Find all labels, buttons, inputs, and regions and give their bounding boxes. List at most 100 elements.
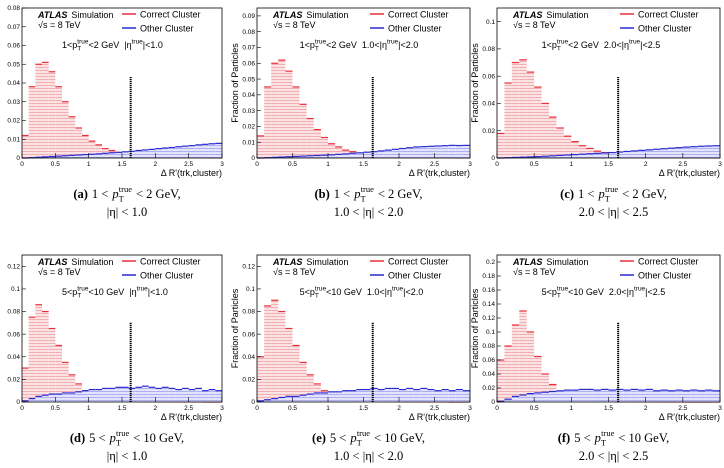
histogram-bar <box>82 390 89 402</box>
histogram-bar <box>285 328 293 402</box>
histogram-bar <box>208 143 216 158</box>
x-tick-label: 1.5 <box>359 161 368 168</box>
caption-text: < 10 GeV, <box>618 431 669 445</box>
cut-pt: 1<p <box>542 40 557 50</box>
caption-label: (f) <box>558 431 571 445</box>
legend-label: Correct Cluster <box>638 257 699 267</box>
histogram-bar <box>462 390 470 402</box>
histogram-bar <box>292 156 300 158</box>
histogram-bar <box>299 362 307 402</box>
histogram-bar <box>75 155 82 158</box>
histogram-bar <box>608 152 616 158</box>
status: Simulation <box>546 10 588 20</box>
histogram-bar <box>615 152 624 158</box>
x-axis-label: Δ R'(trk,cluster) <box>659 412 720 422</box>
y-tick-label: 0.06 <box>242 331 255 338</box>
histogram-bar <box>519 395 527 402</box>
histogram-bar <box>593 153 602 158</box>
caption-text: < 2 GeV, <box>622 187 667 201</box>
cut-eta: 2.0<|η <box>609 287 634 297</box>
y-tick-label: 0.08 <box>7 5 20 12</box>
histogram-bar <box>306 118 314 158</box>
histogram-bar <box>363 389 371 402</box>
x-tick-label: 3 <box>468 405 472 412</box>
status: Simulation <box>546 257 588 267</box>
cut-eta: |<1.0 <box>143 40 163 50</box>
histogram-bar <box>142 386 149 402</box>
caption-text: 1 < <box>578 187 594 201</box>
histogram-bar <box>712 390 720 402</box>
histogram-bar <box>168 388 176 402</box>
x-axis-label: Δ R'(trk,cluster) <box>409 412 470 422</box>
histogram-bar <box>399 389 407 402</box>
caption-line2: 2.0 < |η| < 2.5 <box>579 205 648 219</box>
energy-label: √s = 8 TeV <box>38 267 81 277</box>
x-tick-label: 1 <box>570 161 574 168</box>
histogram-bar <box>292 396 300 402</box>
histogram-bar <box>377 389 385 402</box>
y-tick-label: 0.08 <box>482 343 495 350</box>
experiment: ATLAS <box>272 257 302 267</box>
histogram-bar <box>175 146 182 158</box>
caption-var: p <box>597 187 604 201</box>
histogram-bar <box>420 146 428 158</box>
x-tick-label: 0 <box>495 161 499 168</box>
experiment-label: ATLAS Simulation <box>272 10 348 20</box>
histogram-bar <box>519 59 527 159</box>
histogram-bar <box>328 391 336 402</box>
histogram-bar <box>455 389 463 402</box>
y-tick-label: 0.04 <box>242 92 255 99</box>
histogram-bar <box>534 356 542 402</box>
histogram-bar <box>42 62 49 158</box>
legend-label: Other Cluster <box>388 24 442 34</box>
legend-label: Correct Cluster <box>388 10 449 20</box>
histogram-bar <box>638 150 646 158</box>
x-tick-label: 0.5 <box>530 161 539 168</box>
legend-label: Other Cluster <box>638 271 692 281</box>
cut-pt-sub: T <box>315 46 319 53</box>
caption-text: 5 < <box>89 431 105 445</box>
histogram-bar <box>712 145 720 158</box>
y-tick-label: 0.05 <box>242 76 255 83</box>
experiment: ATLAS <box>37 10 67 20</box>
histogram-bar <box>162 387 169 402</box>
cut-pt-sup: true <box>315 39 327 46</box>
caption-label: (e) <box>312 431 326 445</box>
histogram-bar <box>62 392 69 402</box>
histogram-bar <box>95 144 102 158</box>
x-tick-label: 0 <box>255 405 259 412</box>
histogram-bar <box>448 390 456 402</box>
histogram-bar <box>356 389 364 402</box>
caption-text: < 2 GeV, <box>378 187 423 201</box>
x-tick-label: 1.5 <box>359 405 368 412</box>
caption-label: (a) <box>73 187 88 201</box>
histogram-bar <box>370 151 378 158</box>
x-tick-label: 2 <box>397 161 401 168</box>
caption: (b) 1 < pTtrue < 2 GeV, <box>314 184 422 204</box>
cut-label: 5<pTtrue<10 GeV 1.0<|ηtrue|<2.0 <box>300 286 424 300</box>
histogram-bar <box>102 388 109 402</box>
histogram-bar <box>271 63 279 159</box>
histogram-bar <box>135 387 142 402</box>
histogram-bar <box>556 155 564 158</box>
caption-line2: 1.0 < |η| < 2.0 <box>334 205 403 219</box>
x-axis-label: Δ R'(trk,cluster) <box>161 412 222 422</box>
caption-sup: true <box>116 428 129 438</box>
x-tick-label: 1 <box>326 161 330 168</box>
histogram-bar <box>313 129 321 158</box>
cut-eta-sup: true <box>137 286 149 293</box>
histogram-bar <box>623 390 631 402</box>
y-tick-label: 0.02 <box>242 377 255 384</box>
cut-eta-sup: true <box>392 286 404 293</box>
caption-label: (b) <box>314 187 329 201</box>
x-tick-label: 2.5 <box>678 161 687 168</box>
y-tick-label: 0.08 <box>242 29 255 36</box>
histogram-bar <box>68 374 76 402</box>
x-tick-label: 1 <box>87 405 91 412</box>
cut-pt-sub: T <box>315 293 319 300</box>
histogram-bar <box>342 153 350 158</box>
y-tick-label: 0.09 <box>242 13 255 20</box>
y-tick-label: 0.12 <box>482 315 495 322</box>
histogram-bar <box>292 86 300 158</box>
y-tick-label: 0 <box>251 155 255 162</box>
